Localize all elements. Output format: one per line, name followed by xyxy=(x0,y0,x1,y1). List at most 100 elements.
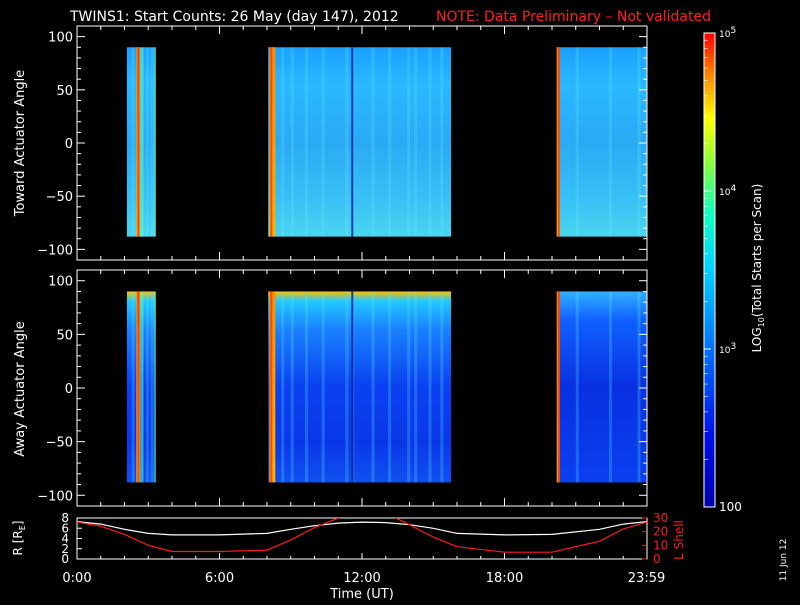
orbit-xtick-label: 6:00 xyxy=(205,571,234,586)
colorbar-tick-label: 103 xyxy=(719,342,736,356)
toward-bright-band-core xyxy=(270,47,273,237)
away-streak xyxy=(414,291,418,483)
toward-y-label: Toward Actuator Angle xyxy=(13,70,28,217)
orbit-right-tick-label: 0 xyxy=(653,552,661,566)
away-bright-band-core xyxy=(137,291,140,483)
away-coverage-block xyxy=(268,291,452,483)
away-heatmap-panel: 100 50 0 −50 −100 Away Actuator Angle xyxy=(13,269,648,507)
toward-edge-band xyxy=(140,47,144,237)
away-streak xyxy=(575,291,579,483)
away-heatmap-data xyxy=(126,291,647,483)
away-streak xyxy=(145,291,149,483)
preliminary-note: NOTE: Data Preliminary – Not validated xyxy=(436,9,711,25)
toward-ytick-label: 0 xyxy=(65,137,73,152)
toward-ytick-label: 100 xyxy=(48,31,73,46)
toward-streak xyxy=(305,47,308,237)
away-streak xyxy=(345,291,349,483)
away-edge-band xyxy=(154,291,157,483)
orbit-left-tick-label: 6 xyxy=(61,521,69,535)
toward-streak xyxy=(637,47,641,237)
orbit-xtick-label: 12:00 xyxy=(343,571,380,586)
toward-y-axis: 100 50 0 −50 −100 xyxy=(37,31,647,258)
toward-bright-band-core xyxy=(557,47,560,237)
toward-edge-band xyxy=(154,47,157,237)
chart-title: TWINS1: Start Counts: 26 May (day 147), … xyxy=(69,9,399,25)
away-bright-band-core xyxy=(557,291,560,483)
away-streak xyxy=(388,291,392,483)
toward-streak xyxy=(440,47,444,237)
away-streak xyxy=(609,291,612,483)
away-streak xyxy=(150,291,154,483)
toward-streak xyxy=(388,47,392,237)
toward-heatmap-panel: 100 50 0 −50 −100 Toward Actuator Angle xyxy=(13,25,648,261)
orbit-x-label: Time (UT) xyxy=(329,587,394,600)
away-y-label: Away Actuator Angle xyxy=(13,321,28,456)
away-ytick-label: 100 xyxy=(48,275,73,290)
orbit-right-tick-label: 20 xyxy=(653,525,668,539)
toward-streak xyxy=(414,47,418,237)
orbit-x-axis: 0:00 6:00 12:00 18:00 23:59 xyxy=(62,553,665,586)
away-streak xyxy=(281,291,285,483)
toward-x-ticks xyxy=(76,26,648,260)
orbit-lshell-line xyxy=(77,518,647,553)
orbit-panel-frame xyxy=(76,517,648,560)
away-streak xyxy=(407,291,411,483)
away-streak xyxy=(305,291,308,483)
away-streak xyxy=(321,291,325,483)
colorbar-tick-label: 105 xyxy=(719,26,736,40)
toward-streak xyxy=(321,47,325,237)
away-edge-band xyxy=(140,291,144,483)
colorbar: 105 104 103 100 LOG10(Total Starts per Scan… xyxy=(703,26,766,514)
orbit-xtick-label: 18:00 xyxy=(486,571,523,586)
colorbar-label: LOG10(Total Starts per Scan) xyxy=(750,184,766,353)
toward-streak xyxy=(290,47,294,237)
toward-streak xyxy=(150,47,154,237)
toward-coverage-block xyxy=(268,47,452,237)
toward-streak xyxy=(145,47,149,237)
away-streak xyxy=(440,291,444,483)
colorbar-tick-label: 104 xyxy=(719,184,736,198)
orbit-r-line xyxy=(77,521,647,536)
orbit-left-label: R [RE] xyxy=(11,521,27,556)
away-bright-band-core xyxy=(270,291,273,483)
toward-dark-streak xyxy=(351,47,354,237)
away-streak xyxy=(290,291,294,483)
toward-streak xyxy=(428,47,432,237)
orbit-left-tick-label: 8 xyxy=(61,511,69,525)
toward-ytick-label: −50 xyxy=(46,190,73,205)
away-streak xyxy=(637,291,641,483)
away-ytick-label: −100 xyxy=(37,489,73,504)
toward-streak xyxy=(609,47,612,237)
away-dark-streak xyxy=(351,291,354,483)
away-ytick-label: −50 xyxy=(46,436,73,451)
orbit-right-label: L Shell xyxy=(672,520,686,560)
toward-streak xyxy=(131,47,135,237)
date-stamp: 11 Jun 12 xyxy=(779,539,789,582)
away-streak xyxy=(131,291,135,483)
orbit-left-tick-label: 4 xyxy=(61,532,69,546)
colorbar-ticks: 105 104 103 100 xyxy=(704,26,742,514)
orbit-left-tick-label: 2 xyxy=(61,542,69,556)
away-coverage-block xyxy=(556,291,647,483)
away-ytick-label: 0 xyxy=(65,382,73,397)
toward-streak xyxy=(407,47,411,237)
toward-bright-band-core xyxy=(137,47,140,237)
toward-coverage-block xyxy=(556,47,647,237)
away-streak xyxy=(428,291,432,483)
toward-ytick-label: −100 xyxy=(37,243,73,258)
colorbar-gradient xyxy=(704,33,715,507)
orbit-right-tick-label: 10 xyxy=(653,538,668,552)
orbit-lines xyxy=(77,518,647,553)
toward-streak xyxy=(575,47,579,237)
toward-streak xyxy=(345,47,349,237)
orbit-right-tick-label: 30 xyxy=(653,511,668,525)
toward-streak xyxy=(371,47,375,237)
orbit-left-tick-label: 0 xyxy=(61,552,69,566)
away-x-ticks xyxy=(76,270,648,506)
orbit-xtick-label: 0:00 xyxy=(62,571,91,586)
